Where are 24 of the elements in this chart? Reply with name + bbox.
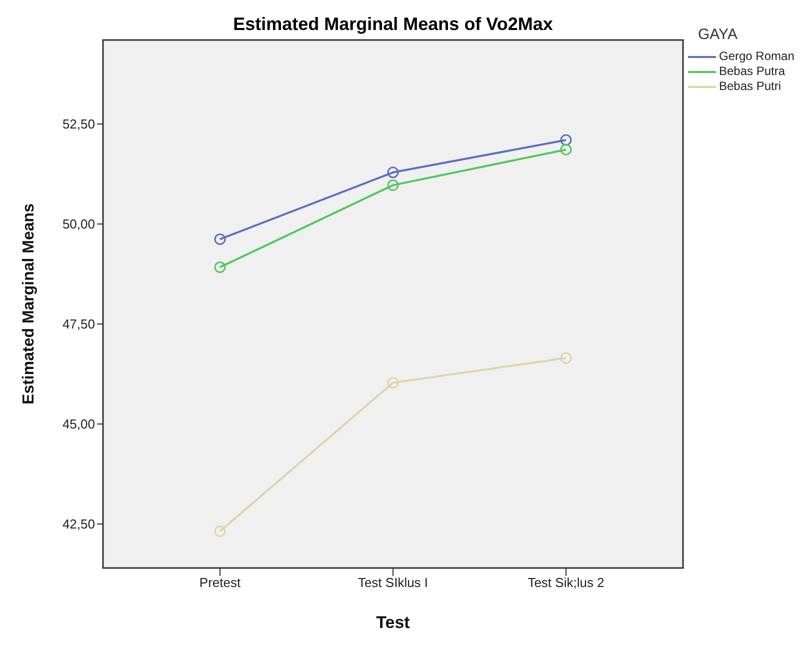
point [387, 377, 399, 389]
legend-label: Bebas Putra [719, 64, 786, 79]
y-tick-label: 50,00 [62, 216, 95, 232]
y-tick-label: 45,00 [62, 416, 95, 432]
point [560, 144, 572, 156]
y-tick-label: 42,50 [62, 516, 95, 532]
point [214, 233, 226, 245]
x-axis-title: Test [376, 613, 410, 632]
point [214, 261, 226, 273]
x-tick-label: Test Sik;lus 2 [528, 575, 604, 590]
y-tick-label: 47,50 [62, 316, 95, 332]
y-axis-title: Estimated Marginal Means [20, 203, 38, 404]
legend-label: Gergo Roman [719, 49, 794, 64]
y-tick-label: 52,50 [62, 116, 95, 132]
legend-title: GAYA [698, 26, 738, 43]
point [387, 179, 399, 191]
point [387, 166, 399, 178]
x-tick-label: Pretest [199, 575, 241, 590]
point [560, 134, 572, 146]
point [560, 352, 572, 364]
point [214, 525, 226, 537]
legend-label: Bebas Putri [719, 79, 782, 94]
x-tick-label: Test SIklus I [358, 575, 428, 590]
chart-title: Estimated Marginal Means of Vo2Max [232, 14, 554, 35]
